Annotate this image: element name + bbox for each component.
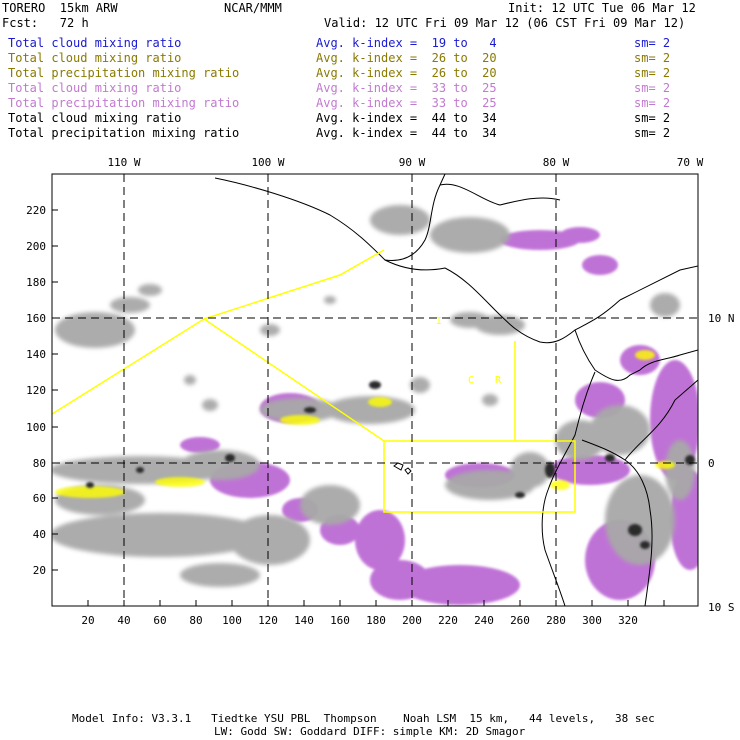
legend-row-index: Avg. k-index = 26 to 20 — [316, 51, 497, 65]
y-tick-label: 180 — [26, 276, 46, 289]
region-label: C — [468, 375, 474, 386]
lon-label: 90 W — [399, 156, 426, 169]
legend-row-sm: sm= 2 — [634, 126, 671, 140]
y-tick-label: 200 — [26, 240, 46, 253]
cloud-field — [52, 205, 698, 605]
x-tick-label: 280 — [546, 614, 566, 627]
y-tick-label: 20 — [33, 564, 46, 577]
legend-row-index: Avg. k-index = 44 to 34 — [316, 111, 497, 125]
lon-label: 110 W — [107, 156, 140, 169]
legend-row-sm: sm= 2 — [634, 96, 671, 110]
init-time: Init: 12 UTC Tue 06 Mar 12 — [508, 1, 696, 15]
x-tick-label: 180 — [366, 614, 386, 627]
legend-row-sm: sm= 2 — [634, 36, 671, 50]
y-tick-label: 80 — [33, 457, 46, 470]
lon-label: 100 W — [251, 156, 284, 169]
x-tick-label: 260 — [510, 614, 530, 627]
region-label: R — [495, 375, 502, 386]
y-tick-label: 160 — [26, 312, 46, 325]
valid-time: Valid: 12 UTC Fri 09 Mar 12 (06 CST Fri … — [324, 16, 686, 30]
gray-cloud-areas — [52, 205, 695, 587]
legend-row-field: Total precipitation mixing ratio — [8, 66, 240, 80]
legend-row-index: Avg. k-index = 26 to 20 — [316, 66, 497, 80]
legend-row-field: Total cloud mixing ratio — [8, 111, 182, 125]
forecast-hour: Fcst: 72 h — [2, 16, 89, 30]
legend-row-sm: sm= 2 — [634, 81, 671, 95]
legend-row-field: Total cloud mixing ratio — [8, 81, 182, 95]
region-boundaries — [52, 249, 576, 513]
x-tick-label: 20 — [81, 614, 94, 627]
lat-label: 10 S — [708, 601, 735, 614]
x-tick-label: 160 — [330, 614, 350, 627]
y-tick-label: 60 — [33, 492, 46, 505]
lat-lon-grid — [52, 174, 698, 606]
y-tick-label: 220 — [26, 204, 46, 217]
x-tick-label: 80 — [189, 614, 202, 627]
model-name: TORERO 15km ARW — [2, 1, 118, 15]
legend-row-index: Avg. k-index = 44 to 34 — [316, 126, 497, 140]
x-tick-label: 120 — [258, 614, 278, 627]
y-tick-label: 40 — [33, 528, 46, 541]
coastline — [214, 174, 698, 606]
y-tick-label: 120 — [26, 384, 46, 397]
model-info-line: Model Info: V3.3.1 Tiedtke YSU PBL Thomp… — [72, 712, 655, 725]
legend-row-sm: sm= 2 — [634, 66, 671, 80]
y-tick-label: 100 — [26, 421, 46, 434]
x-tick-label: 220 — [438, 614, 458, 627]
legend-row-index: Avg. k-index = 19 to 4 — [316, 36, 497, 50]
legend-row-field: Total cloud mixing ratio — [8, 51, 182, 65]
legend-row-sm: sm= 2 — [634, 51, 671, 65]
x-tick-label: 240 — [474, 614, 494, 627]
organization: NCAR/MMM — [224, 1, 282, 15]
x-tick-label: 40 — [117, 614, 130, 627]
legend-row-field: Total precipitation mixing ratio — [8, 96, 240, 110]
x-tick-label: 140 — [294, 614, 314, 627]
legend-row-index: Avg. k-index = 33 to 25 — [316, 81, 497, 95]
physics-info-line: LW: Godd SW: Goddard DIFF: simple KM: 2D… — [214, 725, 526, 738]
lat-label: 0 — [708, 457, 715, 470]
lon-label: 70 W — [677, 156, 704, 169]
x-tick-label: 100 — [222, 614, 242, 627]
legend-row-field: Total cloud mixing ratio — [8, 36, 182, 50]
lat-label: 10 N — [708, 312, 735, 325]
x-tick-label: 300 — [582, 614, 602, 627]
x-tick-label: 60 — [153, 614, 166, 627]
legend-row-index: Avg. k-index = 33 to 25 — [316, 96, 497, 110]
region-label: I — [436, 316, 442, 327]
lon-label: 80 W — [543, 156, 570, 169]
legend-row-field: Total precipitation mixing ratio — [8, 126, 240, 140]
x-tick-label: 320 — [618, 614, 638, 627]
x-tick-label: 200 — [402, 614, 422, 627]
axis-ticks — [52, 209, 665, 606]
y-tick-label: 140 — [26, 348, 46, 361]
forecast-map: C R I 110 W 100 W 90 W 80 W 70 W 10 N 0 — [26, 156, 735, 627]
legend-row-sm: sm= 2 — [634, 111, 671, 125]
